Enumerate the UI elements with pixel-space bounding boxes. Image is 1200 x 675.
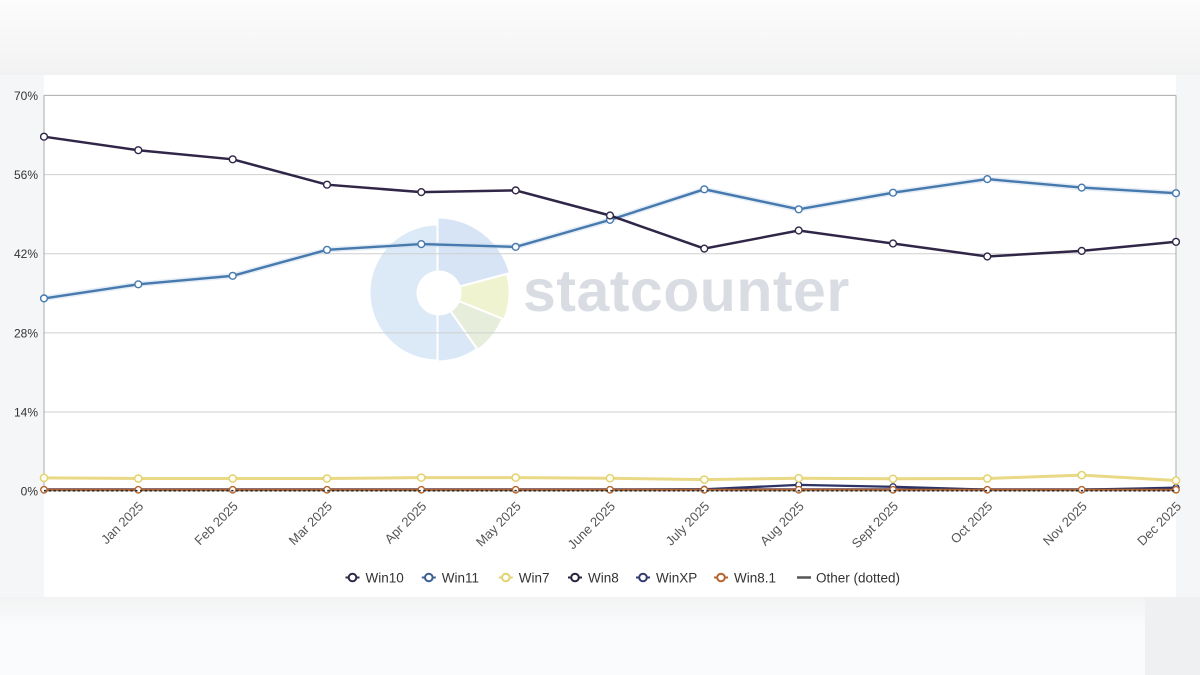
svg-text:WinXP: WinXP [656,571,697,586]
svg-text:42%: 42% [14,247,38,261]
svg-text:statcounter: statcounter [523,258,850,324]
svg-text:0%: 0% [21,485,39,499]
svg-text:Oct 2025: Oct 2025 [948,499,996,547]
svg-text:Win8: Win8 [588,571,619,586]
svg-text:Win7: Win7 [519,571,550,586]
svg-text:Dec 2025: Dec 2025 [1134,499,1184,549]
svg-text:Apr 2025: Apr 2025 [382,499,430,547]
svg-text:Jan 2025: Jan 2025 [98,499,146,547]
svg-text:56%: 56% [14,168,38,182]
svg-text:14%: 14% [14,406,38,420]
svg-text:Nov 2025: Nov 2025 [1040,499,1090,549]
svg-text:Win10: Win10 [366,571,404,586]
svg-text:Other (dotted): Other (dotted) [816,571,900,586]
svg-text:28%: 28% [14,326,38,340]
svg-text:Mar 2025: Mar 2025 [286,499,335,548]
svg-text:Win8.1: Win8.1 [734,571,776,586]
svg-text:May 2025: May 2025 [473,499,524,550]
svg-text:Aug 2025: Aug 2025 [757,499,807,549]
svg-text:June 2025: June 2025 [565,499,619,553]
svg-text:70%: 70% [14,89,38,103]
svg-text:Win11: Win11 [442,571,479,586]
svg-text:Feb 2025: Feb 2025 [191,499,240,548]
svg-text:Sept 2025: Sept 2025 [849,499,902,552]
svg-text:July 2025: July 2025 [662,499,712,549]
